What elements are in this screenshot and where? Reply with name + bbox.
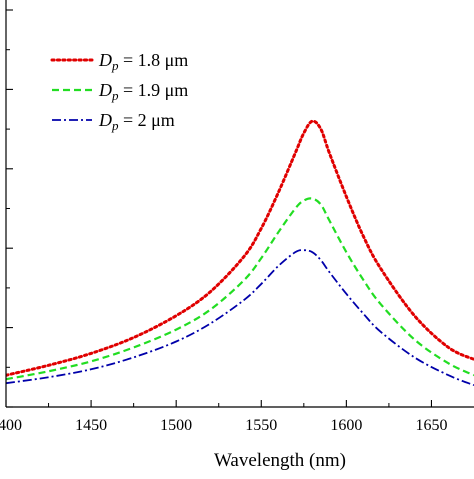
- axes: [5, 0, 474, 408]
- x-tick-label: 1500: [160, 417, 192, 434]
- x-tick-label: 1400: [0, 417, 22, 434]
- x-axis-title: Wavelength (nm): [214, 450, 346, 471]
- legend-label-3: Dp = 2 μm: [98, 110, 175, 133]
- legend: Dp = 1.8 μm Dp = 1.9 μm Dp = 2 μm: [50, 50, 188, 133]
- x-ticks: 1400 1450 1500 1550 1600 1650: [0, 400, 447, 434]
- series-line-1: [6, 119, 474, 377]
- x-tick-label: 1650: [415, 417, 447, 434]
- x-tick-label: 1550: [245, 417, 277, 434]
- series-line-3: [6, 249, 474, 387]
- legend-label-1: Dp = 1.8 μm: [98, 50, 188, 73]
- x-tick-label: 1600: [330, 417, 362, 434]
- y-ticks: [6, 9, 13, 408]
- x-tick-label: 1450: [75, 417, 107, 434]
- series-lines: [6, 119, 474, 387]
- series-line-2: [6, 197, 474, 381]
- legend-label-2: Dp = 1.9 μm: [98, 80, 188, 103]
